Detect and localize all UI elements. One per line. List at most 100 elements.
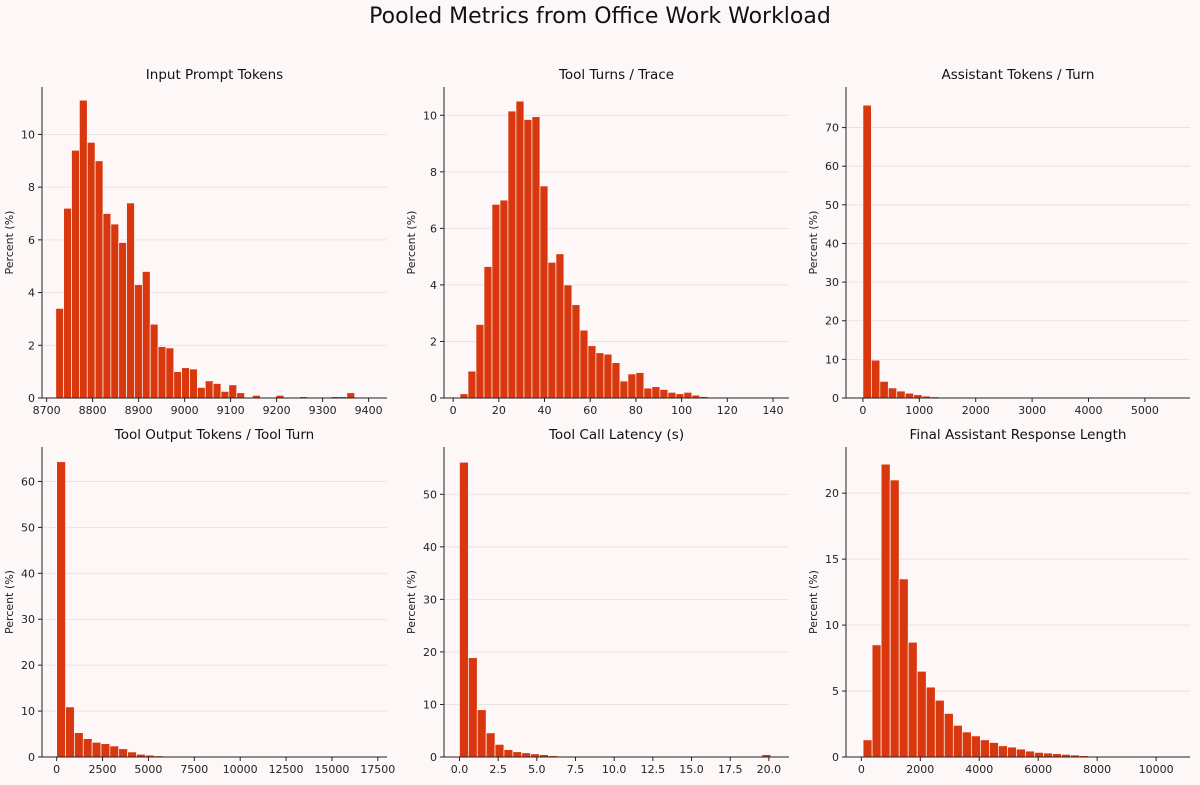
- histogram-bar: [523, 119, 533, 399]
- x-tick-label: 140: [763, 404, 784, 417]
- histogram-bar: [118, 748, 128, 758]
- histogram-bar: [63, 207, 72, 399]
- y-tick-label: 20: [423, 646, 437, 659]
- x-tick-label: 15.0: [679, 763, 704, 776]
- histogram-bar: [871, 644, 882, 758]
- histogram-bar: [71, 149, 80, 399]
- histogram-bar: [887, 387, 898, 399]
- histogram-bar: [173, 371, 183, 399]
- histogram-bar: [74, 732, 84, 758]
- histogram-bar: [970, 735, 981, 758]
- histogram-bar: [491, 203, 501, 399]
- histogram-bar: [236, 392, 245, 399]
- y-tick-label: 0: [430, 751, 437, 764]
- chart-title: Assistant Tokens / Turn: [942, 67, 1095, 83]
- y-tick-label: 0: [832, 751, 839, 764]
- histogram-bar: [346, 392, 356, 399]
- x-tick-label: 40: [538, 404, 552, 417]
- histogram-bar: [157, 346, 167, 399]
- y-tick-label: 10: [825, 353, 839, 366]
- histogram-bar: [989, 742, 999, 758]
- histogram-bar: [476, 709, 487, 758]
- histogram-bar: [907, 641, 918, 758]
- x-tick-label: 9000: [171, 404, 199, 417]
- histogram-bar: [197, 387, 206, 399]
- chart-title: Final Assistant Response Length: [910, 427, 1127, 443]
- y-tick-label: 0: [832, 392, 839, 405]
- x-tick-label: 20: [492, 404, 506, 417]
- histogram-bar: [1007, 746, 1017, 758]
- histogram-bar: [667, 391, 677, 399]
- y-tick-label: 40: [423, 541, 437, 554]
- y-tick-label: 0: [28, 751, 35, 764]
- histogram-bar: [459, 393, 469, 399]
- histogram-bar: [862, 739, 873, 758]
- histogram-bar: [1016, 748, 1026, 758]
- chart-title: Tool Output Tokens / Tool Turn: [114, 427, 314, 443]
- histogram-bar: [603, 353, 613, 399]
- histogram-bar: [934, 699, 945, 758]
- x-tick-label: 9400: [355, 404, 383, 417]
- histogram-bar: [149, 323, 159, 399]
- histogram-bar: [659, 389, 669, 399]
- y-tick-label: 10: [21, 705, 35, 718]
- histogram-bar: [126, 202, 135, 399]
- y-tick-label: 8: [430, 166, 437, 179]
- histogram-bar: [555, 253, 565, 399]
- histogram-bar: [134, 284, 143, 399]
- histogram-bar: [55, 308, 65, 399]
- histogram-bar: [579, 329, 589, 399]
- x-tick-label: 2000: [906, 763, 934, 776]
- chart-title: Tool Call Latency (s): [548, 427, 684, 443]
- x-tick-label: 0: [450, 404, 457, 417]
- histogram-bar: [94, 160, 104, 399]
- y-tick-label: 40: [825, 237, 839, 250]
- x-tick-label: 12.5: [641, 763, 666, 776]
- y-tick-label: 40: [21, 567, 35, 580]
- y-tick-label: 10: [423, 698, 437, 711]
- chart-title: Input Prompt Tokens: [146, 67, 283, 83]
- histogram-bar: [619, 380, 629, 399]
- histogram-bar: [485, 732, 496, 758]
- chart-assistant-tokens-per-turn: Assistant Tokens / Turn 0 10 20 30 40 50 60 70 0 1…: [807, 67, 1190, 417]
- histogram-bar: [925, 686, 936, 758]
- histogram-bar: [683, 391, 693, 399]
- y-axis-label: Percent (%): [807, 211, 820, 275]
- y-tick-label: 70: [825, 122, 839, 135]
- y-tick-label: 4: [430, 279, 437, 292]
- histogram-bar: [515, 100, 525, 399]
- x-tick-label: 17.5: [718, 763, 743, 776]
- histogram-bar: [110, 223, 120, 399]
- histogram-bar: [483, 266, 493, 399]
- histogram-bar: [86, 141, 96, 399]
- y-tick-label: 50: [21, 521, 35, 534]
- histogram-bar: [165, 347, 175, 399]
- histogram-bar: [1034, 752, 1044, 758]
- y-tick-label: 5: [832, 685, 839, 698]
- histogram-bar: [79, 99, 88, 399]
- histogram-bar: [189, 368, 198, 399]
- y-tick-label: 50: [825, 199, 839, 212]
- x-tick-label: 8900: [125, 404, 153, 417]
- histogram-bar: [587, 345, 597, 399]
- y-tick-label: 60: [21, 475, 35, 488]
- x-tick-label: 12500: [269, 763, 304, 776]
- histogram-bar: [100, 743, 111, 758]
- x-tick-label: 0: [53, 763, 60, 776]
- y-tick-label: 20: [21, 659, 35, 672]
- x-tick-label: 5.0: [528, 763, 546, 776]
- x-tick-label: 80: [629, 404, 643, 417]
- x-tick-label: 17500: [360, 763, 395, 776]
- histogram-bar: [952, 724, 963, 758]
- y-tick-label: 0: [28, 392, 35, 405]
- histogram-bar: [547, 261, 557, 399]
- histogram-bar: [468, 657, 478, 758]
- x-tick-label: 2000: [962, 404, 990, 417]
- x-tick-label: 2500: [89, 763, 117, 776]
- histogram-bar: [499, 199, 509, 399]
- histogram-bar: [507, 110, 517, 399]
- histogram-bar: [595, 352, 605, 399]
- x-tick-label: 5000: [1131, 404, 1159, 417]
- x-tick-label: 7500: [180, 763, 208, 776]
